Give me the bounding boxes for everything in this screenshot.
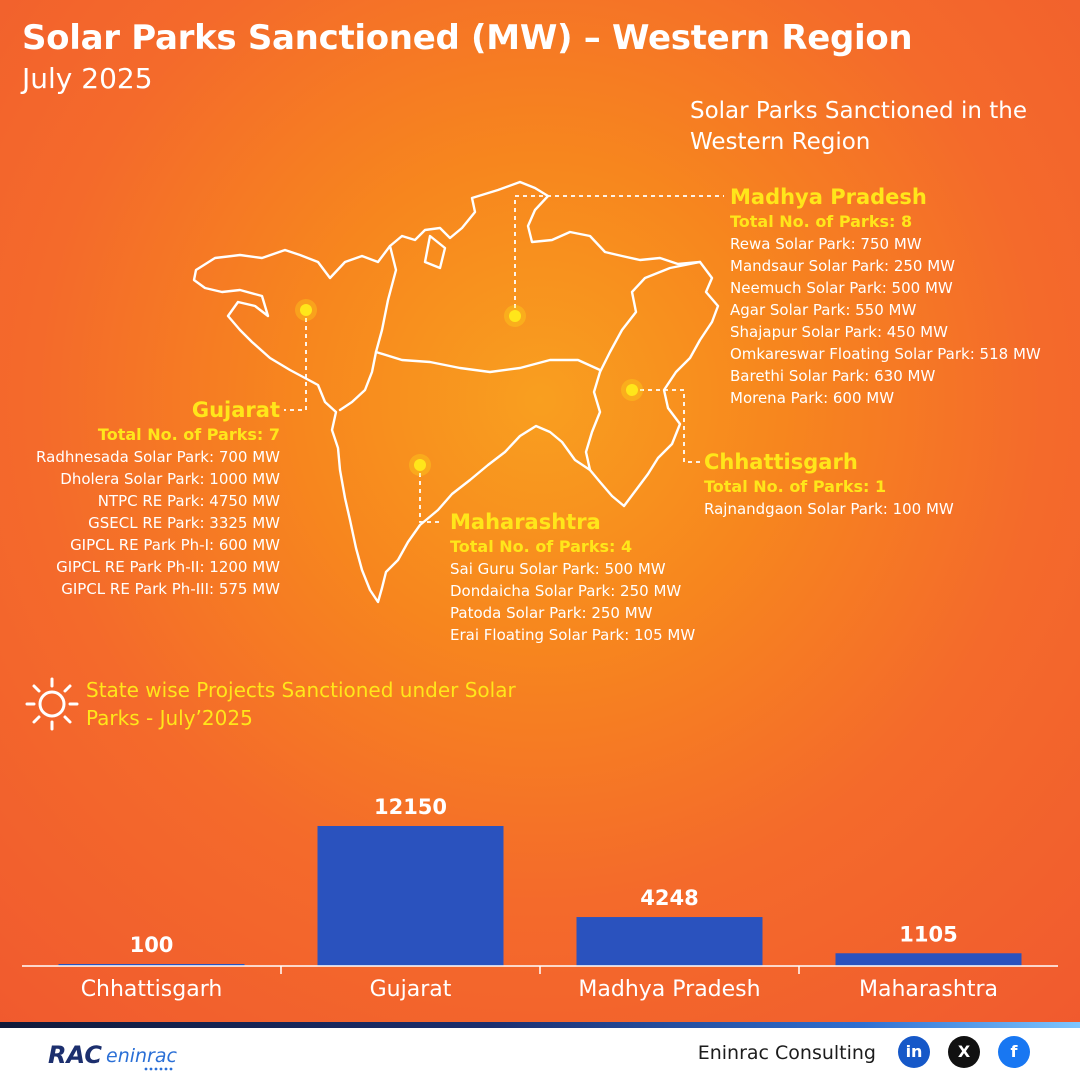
data-label-chhattisgarh: 100 <box>130 933 174 957</box>
park-item: Erai Floating Solar Park: 105 MW <box>450 626 696 644</box>
park-item: Dondaicha Solar Park: 250 MW <box>450 582 682 600</box>
footer: RAC eninrac Eninrac Consulting in X f <box>0 1022 1080 1080</box>
bar-maharashtra <box>835 953 1022 966</box>
data-label-madhya-pradesh: 4248 <box>640 886 698 910</box>
park-item: Omkareswar Floating Solar Park: 518 MW <box>730 345 1041 363</box>
border-mp-maharashtra <box>374 350 602 374</box>
park-item: GIPCL RE Park Ph-II: 1200 MW <box>56 558 280 576</box>
svg-text:eninrac: eninrac <box>106 1045 178 1067</box>
footer-strip <box>0 1022 1080 1028</box>
park-item: Patoda Solar Park: 250 MW <box>450 604 653 622</box>
state-block-maharashtra: Maharashtra Total No. of Parks: 4 Sai Gu… <box>450 508 695 646</box>
svg-text:RAC: RAC <box>48 1041 102 1069</box>
page-title: Solar Parks Sanctioned (MW) – Western Re… <box>22 18 913 58</box>
facebook-icon[interactable]: f <box>998 1036 1030 1068</box>
border-mp-chhattisgarh <box>598 260 702 374</box>
state-total-maharashtra: Total No. of Parks: 4 <box>450 537 633 556</box>
park-item: Shajapur Solar Park: 450 MW <box>730 323 948 341</box>
tick-label-madhya-pradesh: Madhya Pradesh <box>578 977 760 1002</box>
park-item: Morena Park: 600 MW <box>730 389 895 407</box>
park-item: GIPCL RE Park Ph-III: 575 MW <box>61 580 280 598</box>
western-region-map <box>192 180 724 604</box>
park-item: Rajnandgaon Solar Park: 100 MW <box>704 500 954 518</box>
map-caption: Solar Parks Sanctioned in the Western Re… <box>690 98 1027 155</box>
x-icon[interactable]: X <box>948 1036 980 1068</box>
bar-madhya-pradesh <box>576 917 763 966</box>
connector-maharashtra <box>419 465 442 523</box>
connector-gujarat <box>284 310 307 411</box>
park-item: Radhnesada Solar Park: 700 MW <box>36 448 280 466</box>
sun-icon <box>25 677 79 731</box>
park-item: GIPCL RE Park Ph-I: 600 MW <box>70 536 280 554</box>
park-item: Agar Solar Park: 550 MW <box>730 301 917 319</box>
state-block-chhattisgarh: Chhattisgarh Total No. of Parks: 1 Rajna… <box>704 448 954 520</box>
connector-madhya-pradesh <box>514 195 724 316</box>
bar-chart: 100 Chhattisgarh 12150 Gujarat 4248 Madhya Pr… <box>22 795 1058 1002</box>
chart-heading: State wise Projects Sanctioned under Sol… <box>86 678 516 730</box>
bar-gujarat <box>317 826 504 966</box>
park-item: Neemuch Solar Park: 500 MW <box>730 279 953 297</box>
state-total-gujarat: Total No. of Parks: 7 <box>97 425 280 444</box>
border-gujarat-mp <box>338 244 398 412</box>
data-label-gujarat: 12150 <box>374 795 447 819</box>
park-item: NTPC RE Park: 4750 MW <box>97 492 280 510</box>
park-item: Barethi Solar Park: 630 MW <box>730 367 936 385</box>
data-label-maharashtra: 1105 <box>899 922 957 946</box>
park-item: Rewa Solar Park: 750 MW <box>730 235 922 253</box>
tick-label-maharashtra: Maharashtra <box>859 977 998 1002</box>
region-outline <box>192 180 720 604</box>
state-name-chhattisgarh: Chhattisgarh <box>704 450 858 474</box>
tick-label-gujarat: Gujarat <box>370 977 452 1002</box>
linkedin-icon[interactable]: in <box>898 1036 930 1068</box>
state-block-gujarat: Gujarat Total No. of Parks: 7 Radhnesada… <box>36 396 280 600</box>
state-name-gujarat: Gujarat <box>191 398 280 422</box>
eninrac-logo: RAC eninrac <box>48 1041 178 1071</box>
connector-chhattisgarh <box>632 389 700 463</box>
page-subtitle: July 2025 <box>22 62 153 95</box>
state-name-madhya-pradesh: Madhya Pradesh <box>730 185 927 209</box>
bar-chhattisgarh <box>58 964 245 966</box>
park-item: Mandsaur Solar Park: 250 MW <box>730 257 956 275</box>
tick-label-chhattisgarh: Chhattisgarh <box>81 977 223 1002</box>
park-item: Sai Guru Solar Park: 500 MW <box>450 560 666 578</box>
park-item: Dholera Solar Park: 1000 MW <box>60 470 280 488</box>
enclave-outline <box>423 234 447 270</box>
state-name-maharashtra: Maharashtra <box>450 510 601 534</box>
state-total-chhattisgarh: Total No. of Parks: 1 <box>704 477 887 496</box>
state-total-madhya-pradesh: Total No. of Parks: 8 <box>730 212 913 231</box>
state-block-madhya-pradesh: Madhya Pradesh Total No. of Parks: 8 Rew… <box>730 183 1041 409</box>
border-maharashtra-chhattisgarh <box>584 370 602 472</box>
company-name: Eninrac Consulting <box>697 1042 876 1064</box>
park-item: GSECL RE Park: 3325 MW <box>88 514 280 532</box>
